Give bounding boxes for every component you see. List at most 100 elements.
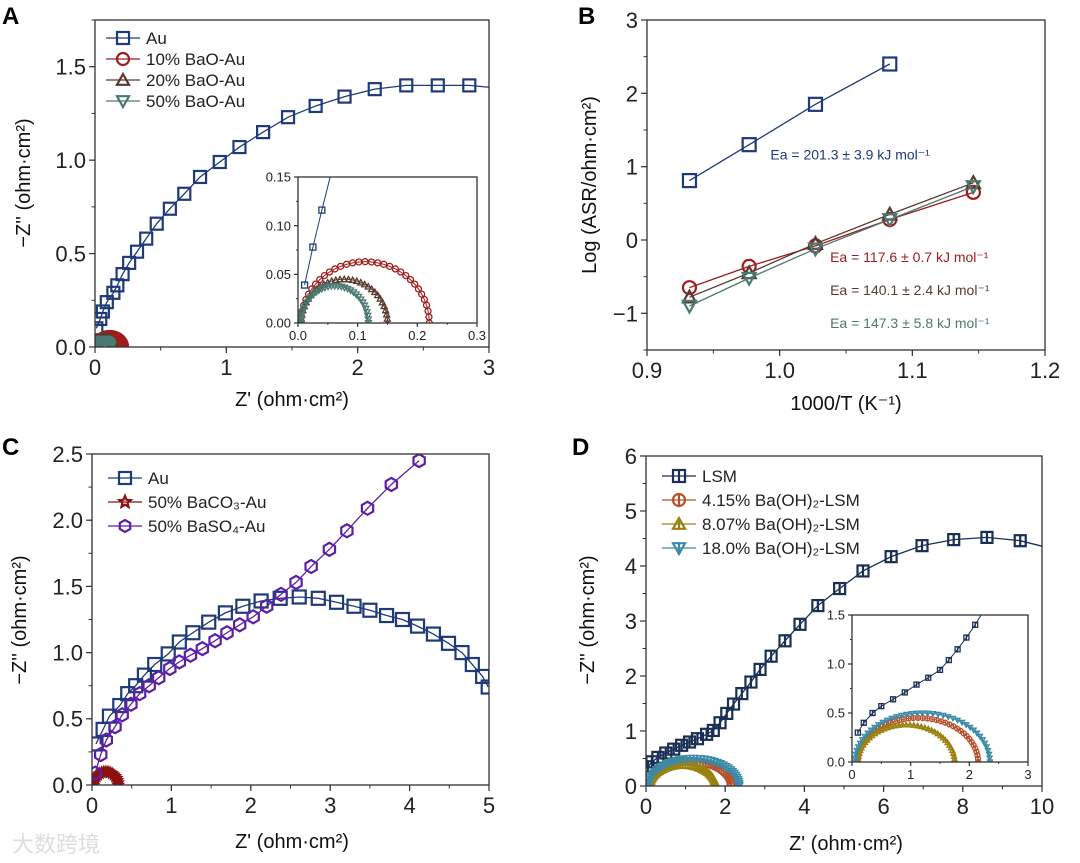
- legend-label: 50% BaCO₃-Au: [148, 493, 266, 512]
- legend-marker: [115, 51, 131, 67]
- data-point-50-bao-au: [346, 287, 355, 295]
- watermark: 大数跨境: [12, 832, 100, 857]
- series-line-50-bao-au: [689, 185, 974, 307]
- x-tick-label: 5: [483, 793, 495, 818]
- c-plot: 0 1 2 3 4 5 0.0 0.5 1.0 1.5 2.0 2.5: [52, 442, 495, 818]
- data-point-20-bao-au: [360, 280, 369, 288]
- data-point-au: [464, 656, 480, 673]
- data-point-au: [280, 110, 296, 125]
- legend-label: 8.07% Ba(OH)₂-LSM: [702, 515, 860, 534]
- data-point-20-bao-au: [376, 294, 385, 302]
- legend-label: 4.15% Ba(OH)₂-LSM: [702, 491, 860, 510]
- data-point-au: [454, 644, 470, 661]
- data-point-10-bao-au: [414, 285, 423, 293]
- legend: LSM 4.15% Ba(OH)₂-LSM 8.07% Ba(OH)₂-LSM 18.…: [662, 467, 860, 558]
- x-tick-label: 1.1: [897, 358, 928, 383]
- y-tick-label: 3: [625, 609, 637, 634]
- data-point-50-bao-au: [681, 299, 698, 315]
- data-point-50-baso-au: [340, 523, 354, 539]
- y-tick-label: 0.10: [266, 218, 291, 233]
- y-axis-title: Log (ASR/ohm·cm²): [579, 96, 601, 274]
- data-point-50-bao-au: [362, 309, 372, 317]
- x-tick-label: 0: [86, 793, 98, 818]
- y-tick-label: 1.5: [52, 574, 83, 599]
- series-line-10-bao-au: [689, 191, 974, 289]
- data-point-50-bao-au: [740, 271, 758, 287]
- data-point-au: [106, 285, 121, 300]
- y-tick-label: 1: [626, 155, 638, 180]
- data-point-au: [409, 618, 426, 634]
- y-axis-title: −Z'' (ohm·cm²): [13, 118, 35, 247]
- data-point-10-bao-au: [402, 271, 410, 280]
- y-tick-label: 0: [625, 774, 637, 799]
- data-point-au: [95, 321, 104, 336]
- data-point-au: [337, 89, 352, 104]
- data-point-50-baso-au: [274, 586, 288, 603]
- data-point-8-07-ba-oh-lsm: [711, 779, 719, 786]
- data-point-10-bao-au: [406, 275, 415, 284]
- y-tick-label: 1.0: [827, 657, 845, 672]
- data-point-au: [177, 186, 192, 201]
- data-point-10-bao-au: [425, 319, 433, 323]
- data-point-au: [394, 611, 411, 628]
- panel-label-c: C: [2, 434, 19, 461]
- data-point-20-bao-au: [356, 278, 365, 286]
- axes-frame: [645, 455, 1043, 787]
- data-point-au: [232, 139, 247, 155]
- x-tick-label: 6: [877, 794, 889, 819]
- data-point-50-bao-au: [314, 287, 323, 295]
- legend-marker: [115, 30, 131, 46]
- y-tick-label: 2.0: [52, 508, 83, 533]
- data-point-20-bao-au: [364, 282, 373, 290]
- data-point-au: [300, 281, 309, 289]
- data-point-au: [235, 598, 251, 614]
- legend-label: 50% BaO-Au: [146, 92, 245, 111]
- data-point-10-bao-au: [325, 268, 334, 276]
- y-axis-title: −Z'' (ohm·cm²): [9, 555, 31, 684]
- y-tick-label: 1: [625, 719, 637, 744]
- activation-energy-annotation: Ea = 117.6 ± 0.7 kJ mol⁻¹: [830, 249, 989, 265]
- data-point-au: [139, 231, 154, 246]
- x-tick-label: 4: [798, 794, 810, 819]
- legend-marker: [116, 493, 134, 510]
- data-point-au: [129, 244, 145, 259]
- data-point-10-bao-au: [331, 265, 339, 273]
- data-point-au: [128, 678, 144, 694]
- a-plot: 0 1 2 3 0.0 0.5 1.0 1.5: [55, 19, 495, 380]
- data-point-20-bao-au: [331, 275, 340, 284]
- y-tick-label: 2: [625, 664, 637, 689]
- legend-label: 20% BaO-Au: [146, 71, 245, 90]
- panel-label-d: D: [572, 434, 589, 461]
- data-point-au: [201, 614, 217, 630]
- data-point-au: [291, 589, 307, 605]
- data-point-au: [328, 594, 345, 610]
- data-point-au: [430, 78, 445, 93]
- y-tick-label: 0.5: [55, 241, 86, 266]
- axes-frame: [91, 453, 490, 786]
- y-tick-label: 1.5: [55, 55, 86, 80]
- data-point-50-bao-au: [807, 242, 824, 258]
- plot-area: [852, 615, 994, 762]
- data-point-au: [95, 304, 110, 319]
- data-point-50-baso-au: [124, 696, 138, 713]
- legend-marker: [115, 95, 131, 110]
- data-point-50-baso-au: [220, 624, 234, 641]
- data-point-au: [122, 255, 137, 271]
- y-tick-label: 2: [626, 81, 638, 106]
- data-point-50-bao-au: [298, 319, 306, 323]
- y-tick-label: 0.5: [52, 707, 83, 732]
- x-tick-label: 0.0: [289, 328, 307, 343]
- data-point-50-baso-au: [99, 732, 114, 748]
- x-tick-label: 4: [403, 793, 415, 818]
- panel-label-a: A: [2, 3, 19, 30]
- data-point-au: [882, 56, 898, 72]
- data-point-50-baco-au: [111, 777, 126, 785]
- data-point-50-baso-au: [208, 632, 222, 649]
- data-point-50-baso-au: [115, 707, 129, 723]
- series-line-au: [95, 84, 489, 329]
- x-tick-label: 3: [324, 793, 336, 818]
- legend: Au 10% BaO-Au 20% BaO-Au 50% BaO-Au: [106, 29, 245, 111]
- data-point-au: [367, 82, 382, 97]
- x-tick-label: 10: [1030, 794, 1054, 819]
